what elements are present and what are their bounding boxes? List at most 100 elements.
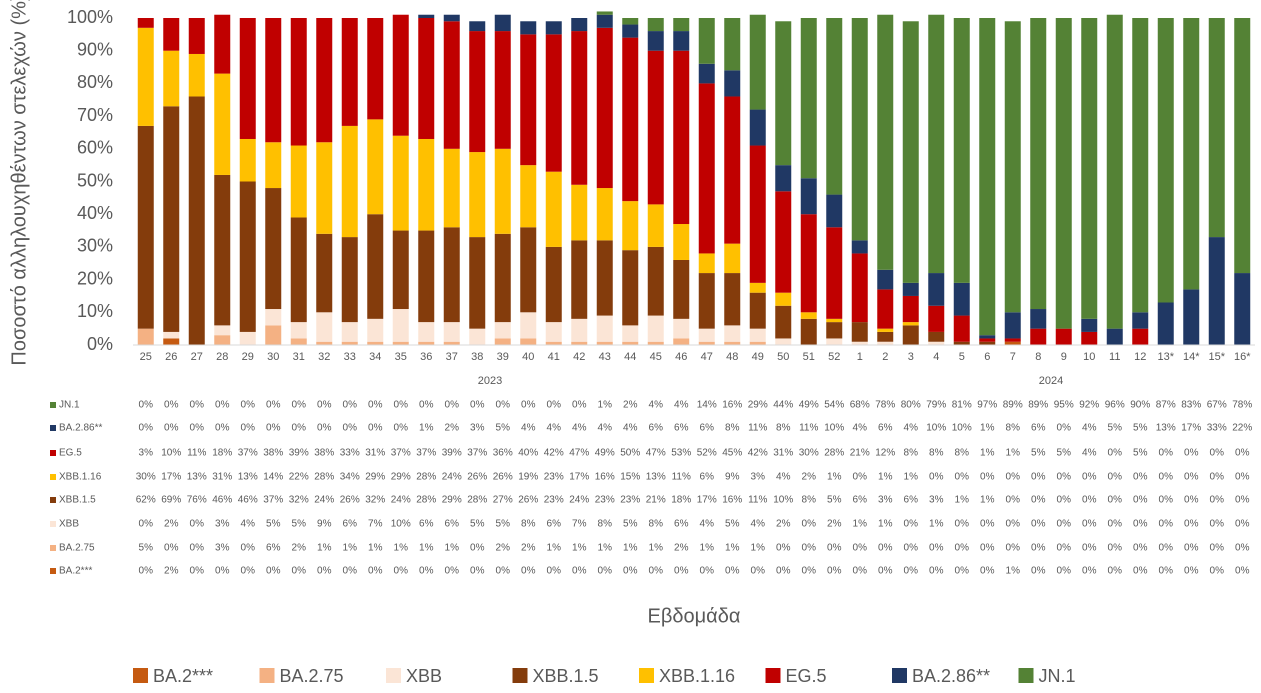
table-cell: 11%: [748, 423, 767, 434]
x-tick-label: 34: [369, 351, 381, 363]
table-cell: 0%: [1108, 519, 1123, 530]
x-tick-label: 29: [242, 351, 254, 363]
bar-segment: [724, 341, 741, 345]
table-cell: 0%: [215, 566, 230, 577]
bar-segment: [290, 217, 307, 323]
table-cell: 28%: [416, 472, 436, 483]
table-cell: 24%: [569, 495, 589, 506]
table-cell: 31%: [212, 472, 232, 483]
table-cell: 44%: [773, 400, 793, 411]
table-cell: 9%: [317, 519, 332, 530]
table-cell: 21%: [850, 448, 870, 459]
table-cell: 0%: [802, 519, 817, 530]
bar-segment: [1106, 328, 1123, 345]
table-row-label: XBB.1.16: [59, 472, 102, 483]
table-cell: 1%: [368, 543, 383, 554]
table-cell: 2%: [164, 519, 179, 530]
table-cell: 0%: [1057, 495, 1072, 506]
table-cell: 4%: [547, 423, 562, 434]
table-cell: 5%: [1057, 448, 1072, 459]
table-cell: 6%: [343, 519, 358, 530]
bar-segment: [1183, 289, 1200, 345]
table-cell: 0%: [190, 400, 205, 411]
bar-segment: [877, 341, 894, 345]
table-cell: 0%: [1184, 448, 1199, 459]
bar-segment: [826, 18, 843, 195]
bar-segment: [673, 259, 690, 319]
table-cell: 24%: [442, 472, 462, 483]
bar-segment: [647, 246, 664, 316]
x-tick-label: 30: [267, 351, 279, 363]
table-cell: 1%: [649, 543, 664, 554]
table-cell: 5%: [496, 519, 511, 530]
table-cell: 0%: [292, 400, 307, 411]
bar-segment: [724, 96, 741, 244]
table-cell: 0%: [904, 566, 919, 577]
table-cell: 0%: [190, 566, 205, 577]
table-cell: 0%: [827, 566, 842, 577]
bar-segment: [214, 325, 231, 336]
table-cell: 6%: [674, 519, 689, 530]
table-cell: 5%: [725, 519, 740, 530]
table-cell: 31%: [773, 448, 793, 459]
bar-segment: [571, 318, 588, 342]
bar-segment: [928, 341, 945, 345]
bar-segment: [1234, 273, 1251, 345]
bar-segment: [341, 125, 358, 238]
table-cell: 92%: [1079, 400, 1099, 411]
table-cell: 0%: [394, 423, 409, 434]
table-cell: 0%: [1184, 543, 1199, 554]
table-cell: 33%: [340, 448, 360, 459]
y-tick-label: 90%: [77, 39, 113, 59]
bar-segment: [418, 322, 435, 342]
table-cell: 5%: [1133, 448, 1148, 459]
bar-segment: [443, 322, 460, 342]
table-cell: 0%: [1235, 543, 1250, 554]
bar-segment: [163, 331, 180, 339]
bar-segment: [316, 312, 333, 342]
table-cell: 76%: [187, 495, 207, 506]
bar-segment: [290, 338, 307, 345]
year-label: 2023: [478, 375, 502, 387]
table-cell: 8%: [802, 495, 817, 506]
bar-segment: [800, 214, 817, 313]
bar-segment: [163, 50, 180, 107]
table-cell: 0%: [1057, 543, 1072, 554]
bar-segment: [137, 125, 154, 329]
table-cell: 0%: [164, 423, 179, 434]
table-cell: 6%: [878, 423, 893, 434]
bar-segment: [902, 295, 919, 323]
table-cell: 31%: [365, 448, 385, 459]
table-cell: 0%: [1006, 519, 1021, 530]
bar-segment: [800, 318, 817, 345]
table-cell: 0%: [929, 543, 944, 554]
table-cell: 4%: [572, 423, 587, 434]
table-cell: 0%: [241, 423, 256, 434]
bar-segment: [214, 73, 231, 175]
table-cell: 0%: [1235, 519, 1250, 530]
table-cell: 5%: [496, 423, 511, 434]
table-cell: 0%: [1184, 519, 1199, 530]
table-cell: 0%: [1133, 543, 1148, 554]
bar-segment: [622, 37, 639, 202]
bar-segment: [596, 188, 613, 241]
table-cell: 0%: [1210, 543, 1225, 554]
table-cell: 13%: [646, 472, 666, 483]
legend-swatch: [765, 668, 781, 683]
x-tick-label: 42: [573, 351, 585, 363]
table-cell: 49%: [799, 400, 819, 411]
bar-segment: [418, 138, 435, 231]
table-cell: 4%: [776, 472, 791, 483]
table-cell: 0%: [1210, 566, 1225, 577]
table-cell: 8%: [1006, 423, 1021, 434]
table-cell: 0%: [521, 566, 536, 577]
bar-segment: [851, 18, 868, 241]
table-cell: 0%: [292, 566, 307, 577]
bar-segment: [265, 325, 282, 345]
table-cell: 0%: [878, 566, 893, 577]
table-cell: 15%: [620, 472, 640, 483]
table-cell: 0%: [1108, 495, 1123, 506]
table-cell: 10%: [391, 519, 411, 530]
table-cell: 0%: [802, 566, 817, 577]
bar-segment: [163, 106, 180, 332]
